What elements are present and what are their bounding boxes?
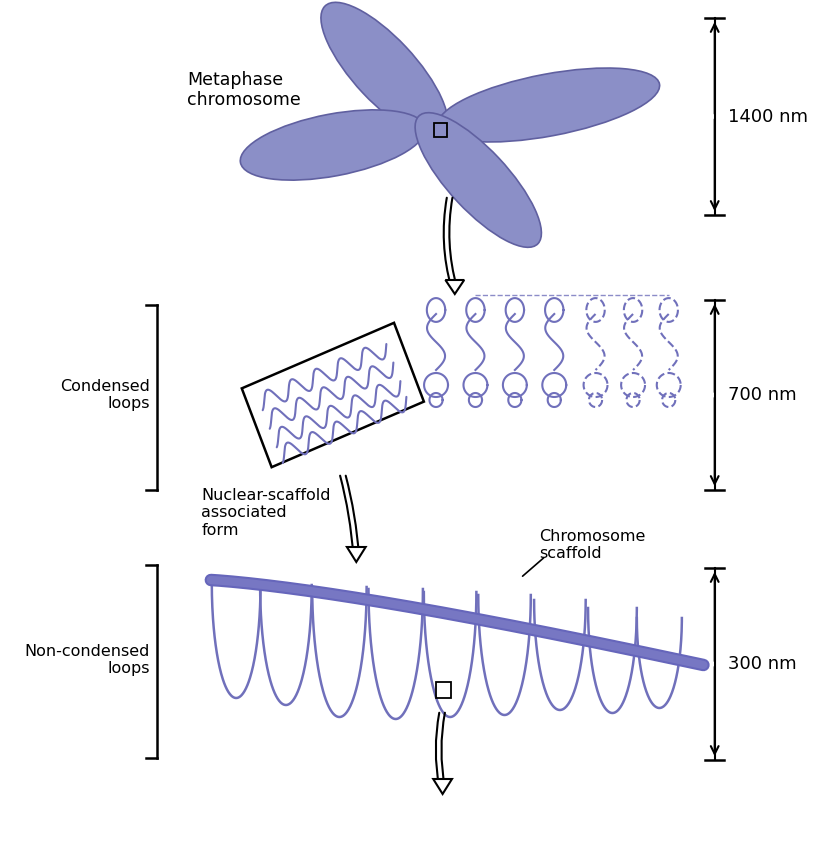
Text: 700 nm: 700 nm [728,386,796,404]
Polygon shape [347,547,366,562]
Polygon shape [446,280,464,294]
Text: Condensed
loops: Condensed loops [60,379,150,411]
Polygon shape [242,323,424,467]
Text: Nuclear-scaffold
associated
form: Nuclear-scaffold associated form [202,488,331,538]
Polygon shape [433,779,452,794]
Text: 300 nm: 300 nm [728,655,796,673]
Ellipse shape [437,68,659,142]
Text: Metaphase
chromosome: Metaphase chromosome [188,71,301,109]
Ellipse shape [321,3,448,138]
Bar [436,682,451,698]
Ellipse shape [415,113,541,247]
Text: Non-condensed
loops: Non-condensed loops [24,644,150,676]
Ellipse shape [240,110,425,180]
Bar [434,123,447,137]
Text: Chromosome
scaffold: Chromosome scaffold [539,528,645,561]
Text: 1400 nm: 1400 nm [728,108,808,126]
